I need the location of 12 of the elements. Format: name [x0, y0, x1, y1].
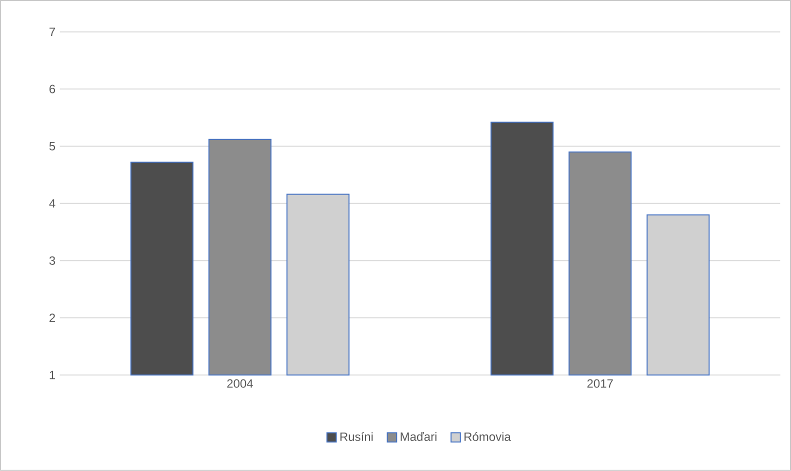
y-tick-label: 5 — [49, 142, 56, 150]
y-tick-label: 7 — [50, 28, 55, 36]
x-tick-label: 2004 — [227, 379, 253, 388]
x-tick-label: 2017 — [587, 379, 613, 388]
legend-label: Rusíni — [340, 432, 373, 442]
y-tick-label: 2 — [50, 314, 55, 322]
legend-label: Rómovia — [464, 432, 511, 442]
y-tick-label: 4 — [49, 199, 56, 208]
legend-label: Maďari — [400, 432, 436, 442]
y-tick-label: 1 — [50, 370, 56, 380]
y-tick-label: 3 — [49, 256, 56, 265]
y-tick-label: 6 — [50, 84, 56, 94]
